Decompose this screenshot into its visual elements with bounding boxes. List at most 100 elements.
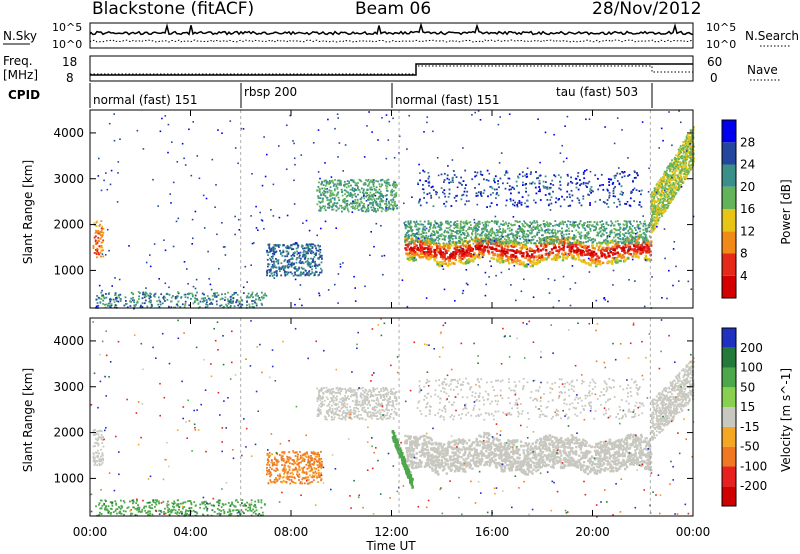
region-near-range-ground-echoes <box>95 291 268 309</box>
noise-search-series <box>89 39 694 43</box>
velocity-panel <box>89 317 695 518</box>
power-colorbar-tick: 20 <box>740 180 755 194</box>
y-tick-label: 2000 <box>53 426 84 440</box>
power-panel <box>89 109 695 310</box>
power-colorbar-tick: 28 <box>740 135 755 149</box>
x-tick-label: 12:00 <box>374 525 409 539</box>
noise-tick-top-left: 10^5 <box>52 21 82 34</box>
colorbar-swatch <box>722 367 736 388</box>
region-strong-band <box>404 431 653 476</box>
cpid-segment-3: normal (fast) 151 <box>395 93 499 107</box>
x-tick-label: 00:00 <box>676 525 711 539</box>
date-title: 28/Nov/2012 <box>592 0 702 19</box>
x-tick-label: 20:00 <box>575 525 610 539</box>
noise-sky-label: N.Sky <box>3 29 37 43</box>
velocity-colorbar-label: Velocity [m s^-1] <box>779 368 793 472</box>
velocity-colorbar: 200 100 50 15 -15 -50 -100 -200 Velocity [m s^-1… <box>721 327 793 507</box>
power-colorbar-tick: 4 <box>740 269 748 283</box>
velocity-colorbar-tick: -200 <box>740 479 767 493</box>
velocity-colorbar-tick: 50 <box>740 380 755 394</box>
velocity-colorbar-tick: -50 <box>740 440 760 454</box>
colorbar-swatch <box>722 164 736 187</box>
freq-panel: Freq. [MHz] 18 8 60 0 Nave <box>3 54 780 85</box>
velocity-colorbar-tick: -15 <box>740 420 760 434</box>
x-axis-label: Time UT <box>365 539 416 553</box>
velocity-data <box>90 318 695 518</box>
velocity-colorbar-tick: 15 <box>740 400 755 414</box>
beam-title: Beam 06 <box>355 0 431 19</box>
colorbar-swatch <box>722 231 736 254</box>
region-upper-scatter <box>417 169 643 208</box>
region-rbsp-band-low <box>266 450 323 485</box>
y-tick-label: 3000 <box>53 172 84 186</box>
power-colorbar-label: Power [dB] <box>779 179 793 244</box>
colorbar-swatch <box>722 142 736 165</box>
velocity-colorbar-tick: 200 <box>740 341 763 355</box>
colorbar-swatch <box>722 466 736 487</box>
region-weak-upper-band <box>404 220 652 245</box>
region-late-rising-band <box>650 126 695 234</box>
freq-series <box>90 63 693 76</box>
colorbar-swatch <box>722 446 736 467</box>
noise-search-label: N.Search <box>745 29 799 43</box>
velocity-y-axis-label: Slant Range [km] <box>21 368 35 472</box>
power-y-axis-label: Slant Range [km] <box>21 160 35 264</box>
noise-speckles <box>90 318 695 518</box>
x-tick-label: 04:00 <box>173 525 208 539</box>
freq-tick-top: 18 <box>62 55 77 69</box>
y-tick-label: 1000 <box>53 263 84 277</box>
noise-tick-bottom-right: 10^0 <box>706 38 736 51</box>
power-data <box>92 110 695 310</box>
colorbar-swatch <box>722 275 736 298</box>
y-tick-label: 1000 <box>53 471 84 485</box>
cpid-segment-2: rbsp 200 <box>244 85 297 99</box>
colorbar-frame <box>721 119 737 299</box>
colorbar-swatch <box>722 186 736 209</box>
x-tick-label: 16:00 <box>475 525 510 539</box>
region-near-range-ground-echoes <box>95 499 266 517</box>
region-late-rising-band <box>650 357 695 441</box>
y-tick-label: 4000 <box>53 334 84 348</box>
noise-tick-bottom-left: 10^0 <box>52 38 82 51</box>
power-colorbar-tick: 16 <box>740 202 755 216</box>
colorbar-frame <box>721 327 737 507</box>
colorbar-swatch <box>722 253 736 276</box>
nave-label: Nave <box>747 63 778 77</box>
region-rbsp-band-low <box>266 243 323 277</box>
nave-series <box>90 65 693 75</box>
region-rbsp-band-high <box>316 178 398 213</box>
region-rbsp-band-high <box>316 386 398 421</box>
colorbar-swatch <box>722 486 736 506</box>
cpid-label: CPID <box>8 88 40 102</box>
velocity-colorbar-tick: -100 <box>740 459 767 473</box>
y-tick-label: 3000 <box>53 380 84 394</box>
colorbar-swatch <box>722 407 736 427</box>
power-colorbar-tick: 8 <box>740 247 748 261</box>
noise-speckles <box>95 110 695 310</box>
region-early-patch <box>92 220 105 259</box>
colorbar-swatch <box>722 120 736 143</box>
noise-sky-series <box>89 22 694 36</box>
y-tick-label: 2000 <box>53 218 84 232</box>
colorbar-swatch <box>722 347 736 368</box>
cpid-segment-1: normal (fast) 151 <box>93 93 197 107</box>
nave-tick-bottom: 0 <box>710 71 718 85</box>
x-axis-ticks: 00:00 04:00 08:00 12:00 16:00 20:00 00:00 <box>73 110 711 539</box>
region-early-patch <box>92 429 105 467</box>
colorbar-swatch <box>722 426 736 447</box>
cpid-panel: CPID normal (fast) 151 rbsp 200 normal (… <box>8 83 653 108</box>
freq-unit-label: [MHz] <box>3 68 38 82</box>
cpid-segment-4: tau (fast) 503 <box>556 85 638 99</box>
noise-tick-top-right: 10^5 <box>706 21 736 34</box>
freq-tick-bottom: 8 <box>66 71 74 85</box>
power-colorbar: 4 8 12 16 20 24 28 Power [dB] <box>721 119 793 299</box>
y-tick-label: 4000 <box>53 126 84 140</box>
nave-tick-top: 60 <box>707 55 722 69</box>
x-tick-label: 08:00 <box>274 525 309 539</box>
x-tick-label: 00:00 <box>73 525 108 539</box>
colorbar-swatch <box>722 209 736 232</box>
power-colorbar-tick: 24 <box>740 158 755 172</box>
station-title: Blackstone (fitACF) <box>92 0 254 19</box>
colorbar-swatch <box>722 328 736 348</box>
